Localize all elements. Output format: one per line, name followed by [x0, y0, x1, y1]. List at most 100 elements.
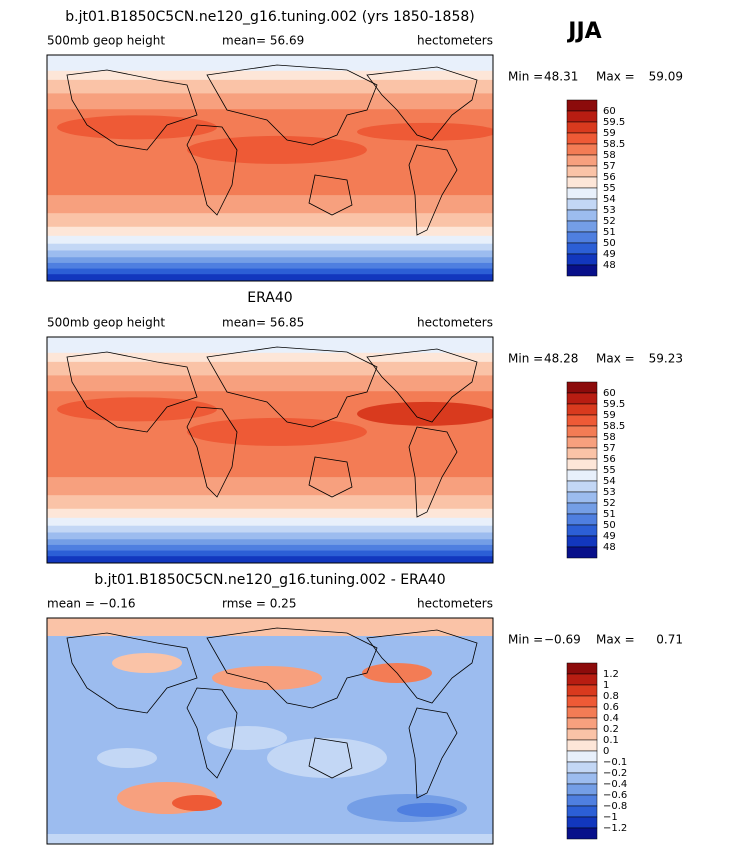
colorbar-box: [566, 209, 598, 222]
colorbar-label: 59.5: [603, 399, 625, 410]
colorbar-box: [566, 165, 598, 178]
panel-title: b.jt01.B1850C5CN.ne120_g16.tuning.002 - …: [94, 572, 445, 588]
contour-blob: [397, 803, 457, 817]
contour-band: [47, 195, 493, 214]
coastline: [186, 687, 238, 779]
colorbar-label: 49: [603, 531, 616, 542]
contour-band: [47, 243, 493, 251]
contour-blob: [112, 653, 182, 673]
contour-band: [47, 495, 493, 510]
colorbar-label: 0.2: [603, 724, 619, 735]
colorbar-label: 50: [603, 520, 616, 531]
colorbar-box: [566, 154, 598, 167]
contour-band: [47, 556, 493, 563]
colorbar-box: [566, 458, 598, 471]
contour-blob: [207, 726, 287, 750]
colorbar-label: 0.6: [603, 702, 619, 713]
contour-band: [47, 79, 493, 94]
max-value: 59.23: [649, 352, 683, 366]
colorbar-label: 60: [603, 388, 616, 399]
colorbar-box: [566, 264, 598, 277]
contour-band: [47, 375, 493, 392]
min-label: Min =: [508, 352, 543, 366]
colorbar-box: [566, 469, 598, 482]
colorbar-box: [566, 220, 598, 233]
contour-band: [357, 401, 493, 426]
contour-band: [47, 525, 493, 533]
map: [46, 336, 494, 564]
coastline: [206, 64, 378, 146]
colorbar-label: 54: [603, 476, 616, 487]
colorbar-box: [566, 706, 598, 719]
stat-label: mean= 56.69: [222, 34, 304, 48]
contour-band: [57, 115, 217, 140]
coastline: [366, 629, 478, 704]
colorbar-label: 0.4: [603, 713, 619, 724]
coastline: [408, 707, 458, 799]
colorbar-label: 52: [603, 216, 616, 227]
coastline: [408, 144, 458, 236]
contour-blob: [97, 748, 157, 768]
units-label: hectometers: [417, 34, 493, 48]
map-fill: [47, 618, 493, 844]
coastline: [206, 346, 378, 428]
contour-band: [187, 417, 367, 446]
colorbar-box: [566, 816, 598, 829]
coastline: [408, 426, 458, 518]
colorbar-box: [566, 231, 598, 244]
contour-band: [47, 618, 493, 636]
units-label: hectometers: [417, 597, 493, 611]
colorbar-label: 56: [603, 172, 616, 183]
colorbar-label: 1: [603, 680, 609, 691]
coastline: [366, 66, 478, 141]
colorbar-box: [566, 761, 598, 774]
colorbar-label: −0.4: [603, 779, 627, 790]
panel-title: b.jt01.B1850C5CN.ne120_g16.tuning.002 (y…: [65, 9, 474, 25]
contour-band: [47, 55, 493, 72]
colorbar-box: [566, 535, 598, 548]
colorbar-label: 55: [603, 465, 616, 476]
contour-band: [47, 213, 493, 228]
contour-band: [187, 135, 367, 164]
colorbar-label: 51: [603, 227, 616, 238]
colorbar-label: 60: [603, 106, 616, 117]
colorbar-box: [566, 436, 598, 449]
colorbar-box: [566, 187, 598, 200]
colorbar-label: 48: [603, 260, 616, 271]
contour-band: [47, 268, 493, 275]
field-label: 500mb geop height: [47, 316, 165, 330]
colorbar-box: [566, 684, 598, 697]
coastline: [366, 348, 478, 423]
coastline: [186, 124, 238, 216]
max-label: Max =: [596, 70, 635, 84]
contour-band: [57, 397, 217, 422]
colorbar-box: [566, 783, 598, 796]
colorbar-box: [566, 739, 598, 752]
max-label: Max =: [596, 633, 635, 647]
colorbar-box: [566, 794, 598, 807]
colorbar-box: [566, 403, 598, 416]
contour-band: [47, 544, 493, 552]
map: [46, 54, 494, 282]
colorbar-label: −1.2: [603, 823, 627, 834]
colorbar-label: −0.6: [603, 790, 627, 801]
colorbar-label: 0.8: [603, 691, 619, 702]
contour-band: [47, 517, 493, 527]
field-label: 500mb geop height: [47, 34, 165, 48]
colorbar-box: [566, 805, 598, 818]
colorbar-box: [566, 110, 598, 123]
colorbar-label: 0: [603, 746, 609, 757]
colorbar-box: [566, 121, 598, 134]
contour-band: [47, 274, 493, 281]
colorbar-label: −0.1: [603, 757, 627, 768]
colorbar-box: [566, 132, 598, 145]
contour-band: [47, 93, 493, 110]
contour-band: [47, 361, 493, 376]
map-frame: [46, 54, 494, 282]
colorbar-box: [566, 425, 598, 438]
coastline: [308, 174, 353, 216]
colorbar-box: [566, 414, 598, 427]
colorbar-label: −1: [603, 812, 618, 823]
colorbar-label: 49: [603, 249, 616, 260]
colorbar-box: [566, 502, 598, 515]
